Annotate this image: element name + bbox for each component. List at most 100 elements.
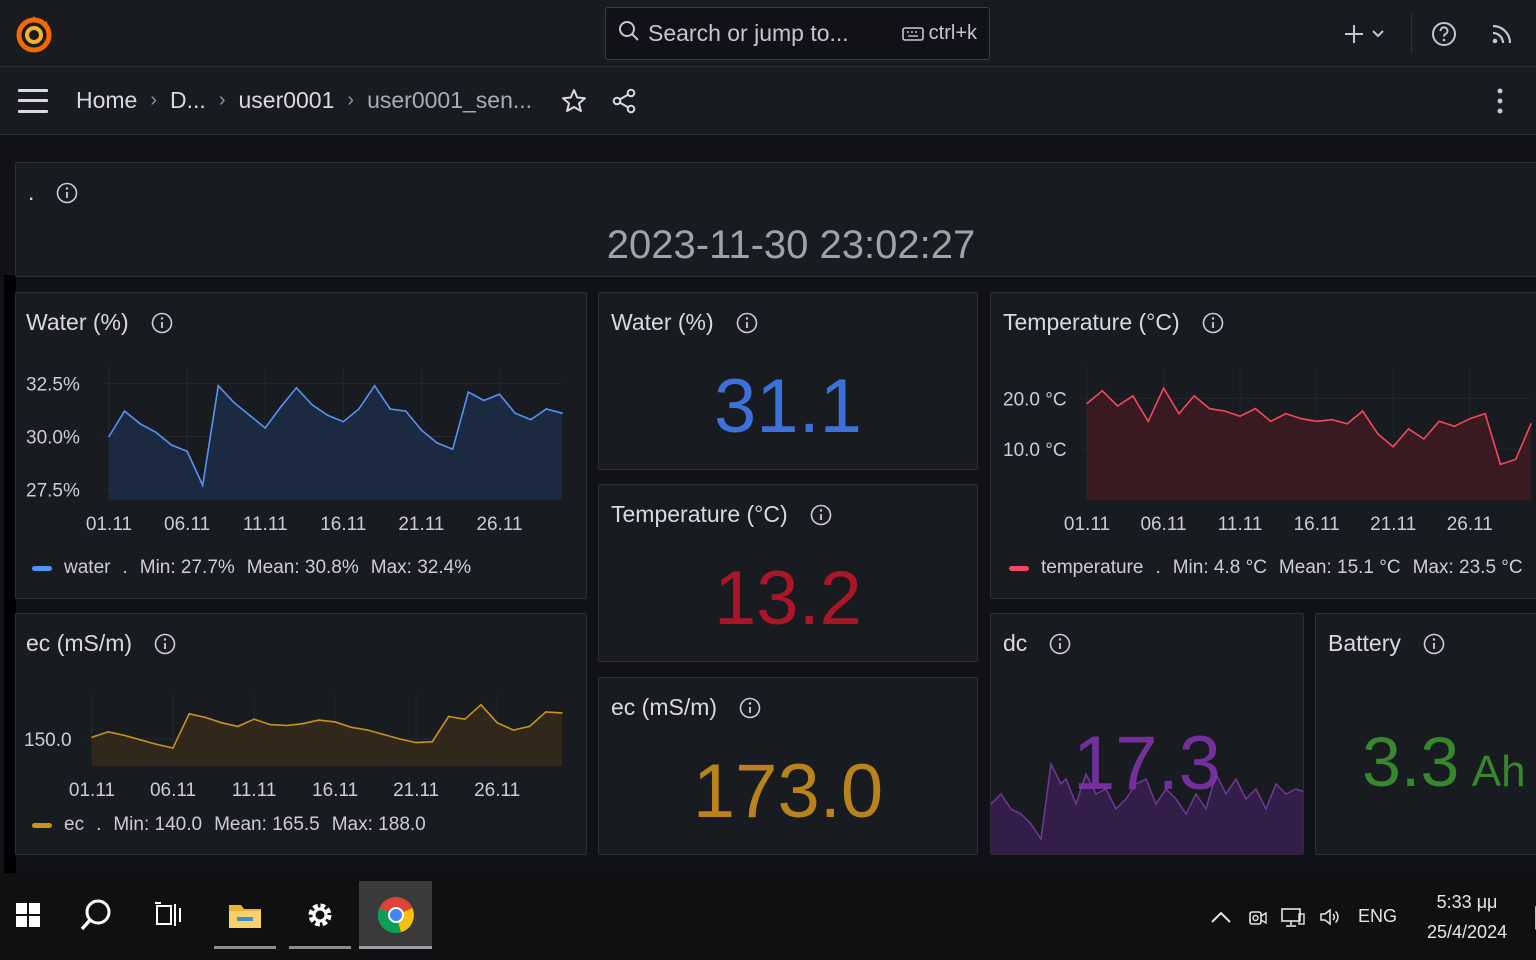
settings-button[interactable] — [289, 881, 351, 949]
temperature-timeseries-chart[interactable]: 01.11 06.11 11.11 16.11 21.11 26.11 10.0 °C 20.… — [991, 363, 1536, 553]
panel-header: Battery — [1328, 630, 1445, 657]
data-point — [1468, 417, 1471, 420]
data-point — [358, 408, 360, 410]
legend-max: Max: 32.4% — [370, 557, 472, 578]
info-icon[interactable] — [56, 182, 78, 204]
breadcrumb-folder[interactable]: user0001 — [238, 87, 335, 113]
start-button[interactable] — [0, 881, 56, 949]
volume-icon[interactable] — [1318, 906, 1342, 928]
y-tick-label: 30.0% — [26, 428, 80, 449]
data-point — [415, 741, 417, 744]
data-point — [1499, 463, 1502, 466]
info-icon[interactable] — [1423, 633, 1445, 655]
stat-value: 31.1 — [714, 364, 862, 449]
chevron-down-icon — [1372, 29, 1384, 37]
data-point — [373, 384, 376, 387]
info-icon[interactable] — [736, 312, 758, 334]
breadcrumb-dashboards[interactable]: D... — [170, 87, 206, 113]
data-point — [1514, 458, 1517, 461]
data-point — [1132, 395, 1134, 397]
data-point — [467, 391, 470, 393]
panel-header: ec (mS/m) — [611, 694, 761, 721]
panel-header: Temperature (°C) — [611, 501, 832, 528]
chrome-button[interactable] — [359, 881, 432, 949]
scrollbar[interactable] — [4, 275, 16, 947]
data-point — [404, 410, 407, 412]
panel-title: . — [28, 179, 35, 205]
data-point — [1208, 407, 1211, 410]
shortcut-label: ctrl+k — [928, 22, 977, 44]
x-tick-label: 11.11 — [243, 514, 288, 535]
data-point — [301, 722, 304, 725]
timestamp-value: 2023-11-30 23:02:27 — [606, 223, 976, 267]
data-point — [1407, 428, 1410, 430]
language-indicator[interactable]: ENG — [1358, 906, 1398, 926]
system-tray: ENG 5:33 μμ 25/4/2024 — [1210, 873, 1536, 960]
breadcrumb-home[interactable]: Home — [76, 87, 138, 113]
breadcrumb-separator: › — [347, 89, 355, 111]
y-tick-label: 10.0 °C — [1003, 440, 1067, 461]
timestamp-panel: . 2023-11-30 23:02:27 — [15, 162, 1536, 277]
network-icon[interactable] — [1280, 906, 1306, 928]
menu-icon-bar — [18, 109, 48, 113]
info-icon[interactable] — [739, 697, 761, 719]
panel-header: Water (%) — [26, 309, 173, 336]
info-icon[interactable] — [154, 633, 176, 655]
more-button[interactable] — [1490, 86, 1510, 116]
series-area — [1087, 388, 1531, 500]
clock-date: 25/4/2024 — [1427, 921, 1508, 942]
grafana-logo-icon[interactable] — [14, 12, 54, 56]
meet-now-icon[interactable] — [1246, 906, 1268, 928]
x-tick-label: 16.11 — [320, 514, 366, 535]
file-explorer-button[interactable] — [214, 881, 276, 949]
task-view-button[interactable] — [134, 881, 202, 949]
chart-legend: temperature . Min: 4.8 °C Mean: 15.1 °C … — [1009, 557, 1535, 579]
stat-value: 17.3 — [1073, 721, 1221, 806]
info-icon[interactable] — [1202, 312, 1224, 334]
data-point — [1315, 420, 1318, 423]
new-button[interactable] — [1329, 14, 1399, 54]
legend-series-name[interactable]: temperature — [1041, 557, 1144, 578]
x-tick-label: 11.11 — [232, 780, 277, 801]
search-icon — [618, 20, 640, 47]
chevron-up-icon[interactable] — [1210, 910, 1232, 924]
data-point — [528, 725, 531, 728]
legend-series-name[interactable]: water — [64, 557, 111, 578]
panel-header: . — [28, 179, 78, 206]
active-indicator — [359, 946, 432, 949]
x-tick-label: 11.11 — [1218, 514, 1263, 535]
data-point — [123, 410, 126, 412]
panel-title: ec (mS/m) — [26, 630, 133, 656]
ec-timeseries-chart[interactable]: 01.11 06.11 11.11 16.11 21.11 26.11 150.0 — [16, 694, 586, 814]
star-button[interactable] — [560, 87, 588, 115]
data-point — [156, 743, 158, 746]
legend-series-name[interactable]: ec — [64, 814, 85, 835]
water-timeseries-chart[interactable]: 01.11 06.11 11.11 16.11 21.11 26.11 27.5% 30.0%… — [16, 363, 586, 553]
breadcrumb-dashboard: user0001_sen... — [367, 87, 533, 113]
share-button[interactable] — [610, 87, 638, 115]
menu-button[interactable] — [18, 88, 48, 113]
taskbar-search-button[interactable] — [62, 881, 130, 949]
data-point — [139, 423, 142, 425]
series-line — [91, 703, 563, 749]
clock[interactable]: 5:33 μμ 25/4/2024 — [1427, 887, 1507, 947]
info-icon[interactable] — [151, 312, 173, 334]
data-point — [561, 412, 563, 415]
news-button[interactable] — [1482, 14, 1522, 54]
info-icon[interactable] — [810, 504, 832, 526]
help-button[interactable] — [1424, 14, 1464, 54]
x-tick-label: 21.11 — [398, 514, 444, 535]
x-tick-label: 16.11 — [312, 780, 358, 801]
data-point — [1178, 412, 1180, 415]
divider — [1411, 13, 1412, 54]
task-view-icon — [155, 902, 181, 926]
data-point — [269, 723, 272, 726]
info-icon[interactable] — [1049, 633, 1071, 655]
search-input[interactable]: Search or jump to... ctrl+k — [605, 7, 990, 60]
data-point — [1530, 423, 1532, 425]
x-tick-label: 26.11 — [476, 514, 522, 535]
data-point — [217, 384, 220, 387]
data-point — [311, 403, 313, 406]
data-point — [1147, 420, 1150, 423]
data-point — [366, 729, 369, 731]
